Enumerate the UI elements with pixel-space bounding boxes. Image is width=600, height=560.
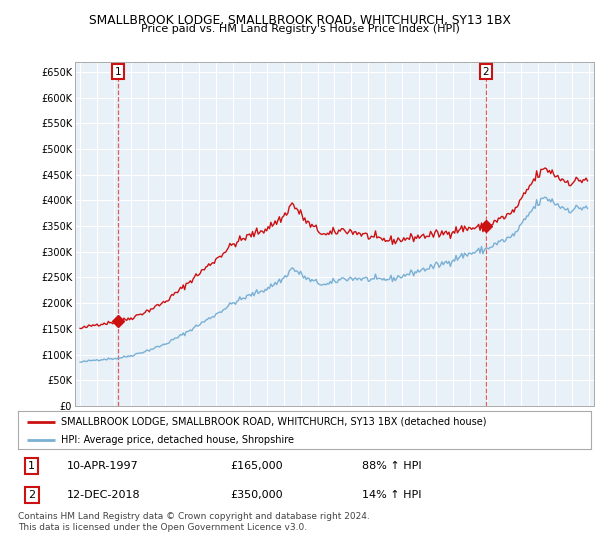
Text: Contains HM Land Registry data © Crown copyright and database right 2024.
This d: Contains HM Land Registry data © Crown c… xyxy=(18,512,370,532)
Text: £165,000: £165,000 xyxy=(230,461,283,470)
Text: 12-DEC-2018: 12-DEC-2018 xyxy=(67,490,140,500)
Text: HPI: Average price, detached house, Shropshire: HPI: Average price, detached house, Shro… xyxy=(61,435,294,445)
Text: 10-APR-1997: 10-APR-1997 xyxy=(67,461,139,470)
Text: Price paid vs. HM Land Registry's House Price Index (HPI): Price paid vs. HM Land Registry's House … xyxy=(140,24,460,34)
Text: 1: 1 xyxy=(115,67,122,77)
Text: 2: 2 xyxy=(28,490,35,500)
Text: £350,000: £350,000 xyxy=(230,490,283,500)
Text: 14% ↑ HPI: 14% ↑ HPI xyxy=(362,490,421,500)
Text: 1: 1 xyxy=(28,461,35,470)
Text: SMALLBROOK LODGE, SMALLBROOK ROAD, WHITCHURCH, SY13 1BX: SMALLBROOK LODGE, SMALLBROOK ROAD, WHITC… xyxy=(89,14,511,27)
Text: 2: 2 xyxy=(482,67,489,77)
Text: SMALLBROOK LODGE, SMALLBROOK ROAD, WHITCHURCH, SY13 1BX (detached house): SMALLBROOK LODGE, SMALLBROOK ROAD, WHITC… xyxy=(61,417,487,427)
Text: 88% ↑ HPI: 88% ↑ HPI xyxy=(362,461,421,470)
